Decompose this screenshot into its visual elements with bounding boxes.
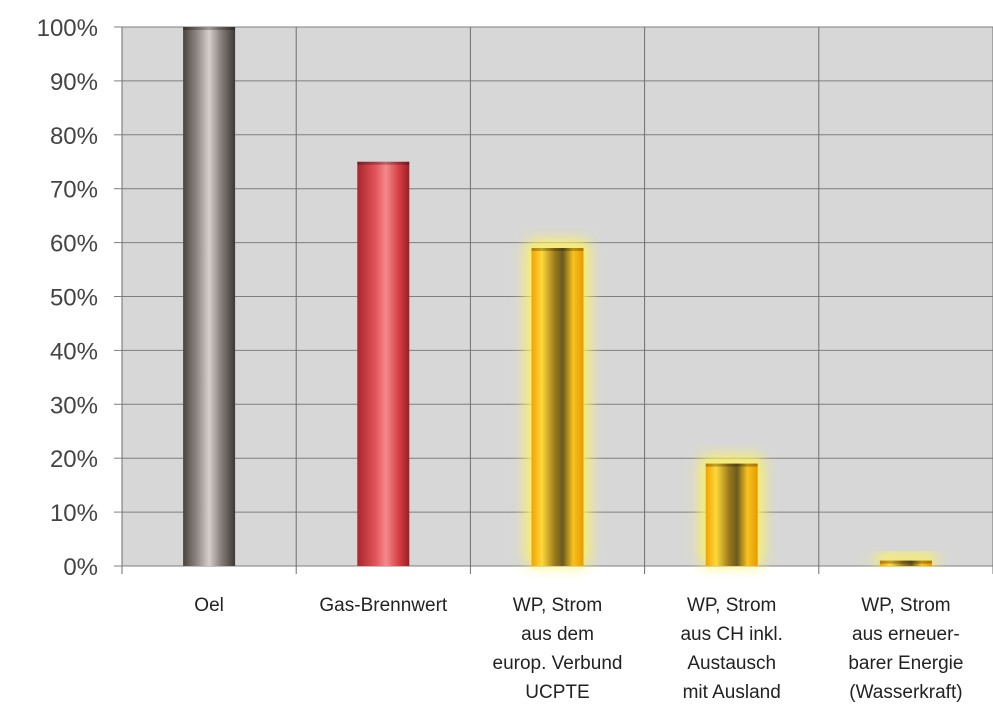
- y-tick-label: 40%: [50, 338, 98, 365]
- x-category-label: Oel: [194, 595, 224, 616]
- bar-top-edge: [357, 161, 410, 165]
- bar-top-edge: [183, 27, 236, 30]
- bar-top-edge: [705, 463, 758, 467]
- y-tick-label: 90%: [50, 69, 98, 96]
- y-tick-label: 30%: [50, 392, 98, 419]
- y-tick-label: 50%: [50, 285, 98, 312]
- x-category-label: Gas-Brennwert: [319, 595, 447, 616]
- y-tick-label: 10%: [50, 500, 98, 527]
- bars: [183, 27, 938, 567]
- bar: [705, 463, 758, 566]
- bar: [357, 161, 410, 566]
- y-axis: 0% 10% 20% 30% 40% 50% 60% 70% 80% 90% 100%: [37, 15, 122, 581]
- bar-top-edge: [879, 560, 932, 564]
- x-axis-labels: Oel Gas-Brennwert WP, Strom aus dem europ. V…: [194, 595, 963, 703]
- y-tick-label: 70%: [50, 177, 98, 204]
- bar: [879, 560, 932, 566]
- bar: [183, 27, 236, 566]
- y-tick-label: 80%: [50, 123, 98, 150]
- y-tick-label: 60%: [50, 231, 98, 258]
- y-tick-label: 0%: [63, 554, 98, 581]
- bar: [531, 247, 584, 567]
- y-tick-label: 100%: [37, 15, 98, 42]
- x-category-label: WP, Strom aus CH inkl. Austausch mit Auslan…: [680, 595, 782, 703]
- y-tick-label: 20%: [50, 446, 98, 473]
- x-category-label: WP, Strom aus erneuer-barer Energie (Wasse…: [848, 595, 963, 703]
- bar-top-edge: [531, 247, 584, 251]
- x-category-label: WP, Strom aus dem europ. Verbund UCPTE: [493, 595, 623, 703]
